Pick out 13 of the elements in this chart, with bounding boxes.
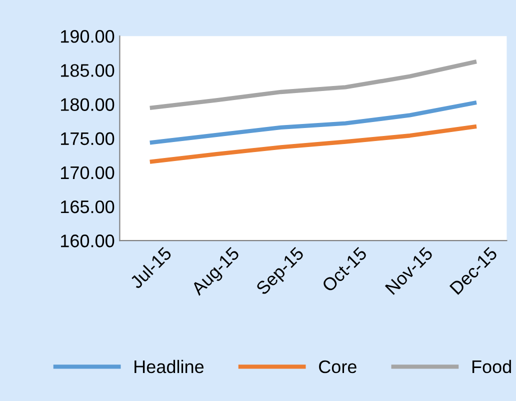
legend-label: Core <box>319 360 356 374</box>
y-tick-label: 190.00 <box>61 30 114 43</box>
y-tick-label: 180.00 <box>61 98 114 111</box>
line-series <box>150 60 477 110</box>
legend-label: Headline <box>134 360 204 374</box>
line-series <box>150 124 477 164</box>
y-tick-label: 170.00 <box>61 166 114 180</box>
line-series <box>150 100 477 145</box>
y-tick-label: 160.00 <box>61 234 114 248</box>
y-tick-label: 165.00 <box>61 200 114 214</box>
y-tick-label: 185.00 <box>61 64 114 77</box>
legend-label: Food <box>472 360 511 374</box>
y-tick-label: 175.00 <box>61 132 114 146</box>
